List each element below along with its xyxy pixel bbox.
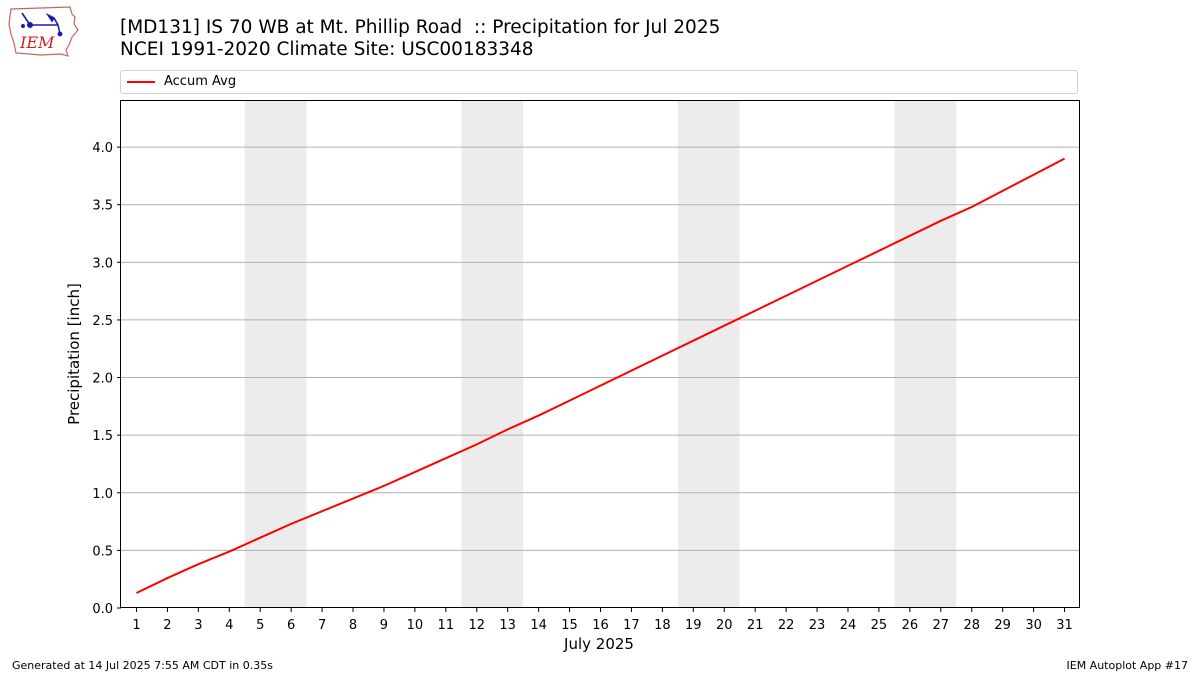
gridlines — [121, 146, 1080, 551]
x-tick-label-15: 16 — [592, 618, 609, 633]
x-tick-label-0: 1 — [132, 618, 140, 633]
weekend-band-1 — [461, 101, 524, 608]
x-tick-label-23: 24 — [840, 618, 857, 633]
y-tick-label-0: 0.0 — [92, 602, 113, 617]
iem-logo: IEM — [8, 6, 79, 57]
iowa-outline-icon — [8, 6, 79, 57]
x-tick-label-14: 15 — [561, 618, 578, 633]
x-tick-label-12: 13 — [499, 618, 516, 633]
x-tick-label-21: 22 — [778, 618, 795, 633]
x-tick-label-29: 30 — [1025, 618, 1042, 633]
series-line-accum-avg — [136, 157, 1065, 594]
weekend-bands — [244, 101, 957, 608]
y-tick-label-5: 2.5 — [92, 314, 113, 329]
y-tick-label-8: 4.0 — [92, 141, 113, 156]
legend-label-accum-avg: Accum Avg — [164, 74, 237, 89]
x-tick-label-24: 25 — [871, 618, 888, 633]
x-tick-label-4: 5 — [256, 618, 264, 633]
x-tick-label-6: 7 — [318, 618, 326, 633]
chart-title-line-2: NCEI 1991-2020 Climate Site: USC00183348 — [120, 39, 534, 60]
y-tick-label-2: 1.0 — [92, 487, 113, 502]
y-axis: 0.0 0.5 1.0 1.5 2.0 2.5 3.0 3.5 4.0 — [92, 141, 121, 617]
generated-timestamp: Generated at 14 Jul 2025 7:55 AM CDT in … — [12, 659, 273, 672]
x-tick-label-2: 3 — [194, 618, 202, 633]
logo-text: IEM — [19, 33, 55, 52]
x-tick-label-1: 2 — [163, 618, 171, 633]
y-tick-label-6: 3.0 — [92, 256, 113, 271]
y-axis-label: Precipitation [inch] — [65, 283, 83, 425]
x-tick-label-17: 18 — [654, 618, 671, 633]
x-tick-label-20: 21 — [747, 618, 764, 633]
legend-swatch-accum-avg — [127, 81, 155, 83]
x-tick-label-8: 9 — [380, 618, 388, 633]
y-tick-label-7: 3.5 — [92, 199, 113, 214]
x-tick-label-28: 29 — [994, 618, 1011, 633]
plot-frame — [120, 100, 1080, 608]
x-tick-label-11: 12 — [468, 618, 485, 633]
x-tick-label-27: 28 — [963, 618, 980, 633]
weather-station-icon — [21, 12, 63, 37]
x-tick-label-9: 10 — [407, 618, 424, 633]
x-axis: 1 2 3 4 5 6 7 8 9 10 11 12 13 14 15 16 17 18 19 20 21 22 23 24 2… — [132, 608, 1073, 633]
x-tick-label-18: 19 — [685, 618, 702, 633]
weekend-band-0 — [244, 101, 307, 608]
x-tick-label-3: 4 — [225, 618, 233, 633]
y-tick-label-4: 2.0 — [92, 372, 113, 387]
x-axis-label: July 2025 — [563, 635, 634, 653]
chart-title: [MD131] IS 70 WB at Mt. Phillip Road :: … — [120, 17, 720, 61]
weekend-band-3 — [894, 101, 957, 608]
x-tick-label-22: 23 — [809, 618, 826, 633]
y-tick-label-1: 0.5 — [92, 544, 113, 559]
legend: Accum Avg — [120, 70, 1078, 94]
x-tick-label-10: 11 — [438, 618, 455, 633]
x-tick-label-13: 14 — [530, 618, 547, 633]
x-tick-label-25: 26 — [902, 618, 919, 633]
x-tick-label-26: 27 — [933, 618, 950, 633]
chart-title-line-1: [MD131] IS 70 WB at Mt. Phillip Road :: … — [120, 17, 721, 38]
x-tick-label-30: 31 — [1056, 618, 1073, 633]
series-layer — [136, 157, 1065, 594]
x-tick-label-19: 20 — [716, 618, 733, 633]
x-tick-label-7: 8 — [349, 618, 357, 633]
app-credit: IEM Autoplot App #17 — [1066, 659, 1189, 672]
x-tick-label-16: 17 — [623, 618, 640, 633]
x-tick-label-5: 6 — [287, 618, 295, 633]
weekend-band-2 — [677, 101, 740, 608]
y-tick-label-3: 1.5 — [92, 429, 113, 444]
